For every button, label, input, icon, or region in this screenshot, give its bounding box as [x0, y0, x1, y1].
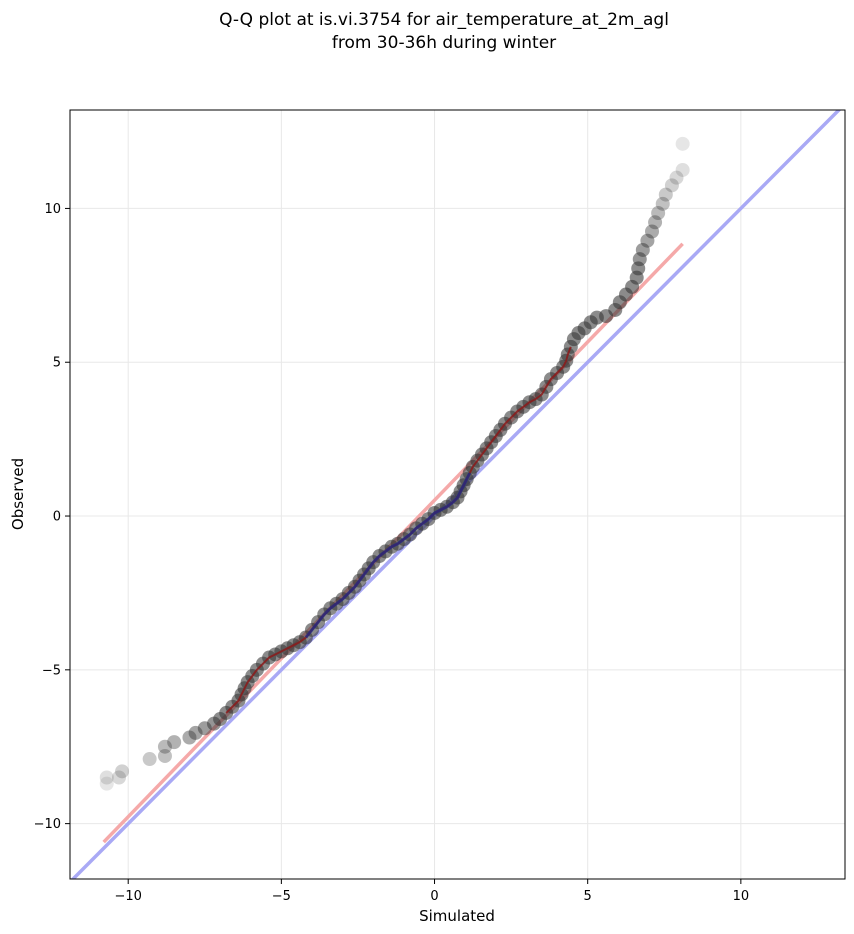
- quantile-point: [99, 770, 114, 785]
- quantile-point: [182, 730, 197, 745]
- quantile-point: [651, 206, 666, 221]
- y-tick-label: 0: [53, 510, 61, 525]
- chart-title-line-1: Q-Q plot at is.vi.3754 for air_temperatu…: [219, 10, 669, 30]
- x-axis-label: Simulated: [419, 907, 495, 925]
- quantile-point: [669, 170, 684, 185]
- quantile-point: [675, 136, 690, 151]
- grid: [70, 110, 845, 879]
- x-tick-label: 5: [584, 889, 592, 904]
- quantile-point: [648, 215, 663, 230]
- plot-area: [70, 110, 842, 879]
- y-tick-label: −10: [34, 817, 61, 832]
- quantile-point: [157, 739, 172, 754]
- x-tick-label: −10: [114, 889, 141, 904]
- x-tick-label: −5: [272, 889, 291, 904]
- x-tick-label: 0: [430, 889, 438, 904]
- quantile-point: [675, 162, 690, 177]
- quantile-point: [112, 770, 127, 785]
- quantile-point: [635, 242, 650, 257]
- quantile-point: [99, 776, 114, 791]
- quantile-point: [658, 187, 673, 202]
- quantile-point: [115, 764, 130, 779]
- quantile-point: [632, 252, 647, 267]
- quantile-point: [645, 224, 660, 239]
- y-tick-label: 5: [53, 356, 61, 371]
- chart-title-line-2: from 30-36h during winter: [332, 33, 556, 53]
- quantile-point: [157, 748, 172, 763]
- y-axis-label: Observed: [9, 458, 27, 530]
- y-tick-label: 10: [44, 202, 61, 217]
- quantile-point: [167, 735, 182, 750]
- quantile-trace-blue: [304, 472, 472, 639]
- x-tick-label: 10: [733, 889, 750, 904]
- quantile-point: [655, 196, 670, 211]
- y-tick-label: −5: [42, 663, 61, 678]
- quantile-point: [188, 725, 203, 740]
- quantile-point: [640, 233, 655, 248]
- quantile-point: [664, 178, 679, 193]
- plot-frame: [69, 109, 846, 880]
- axis-ticks: −10 −5 0 5 10 −10 −5 0 5 10: [34, 202, 750, 904]
- quantile-point: [142, 752, 157, 767]
